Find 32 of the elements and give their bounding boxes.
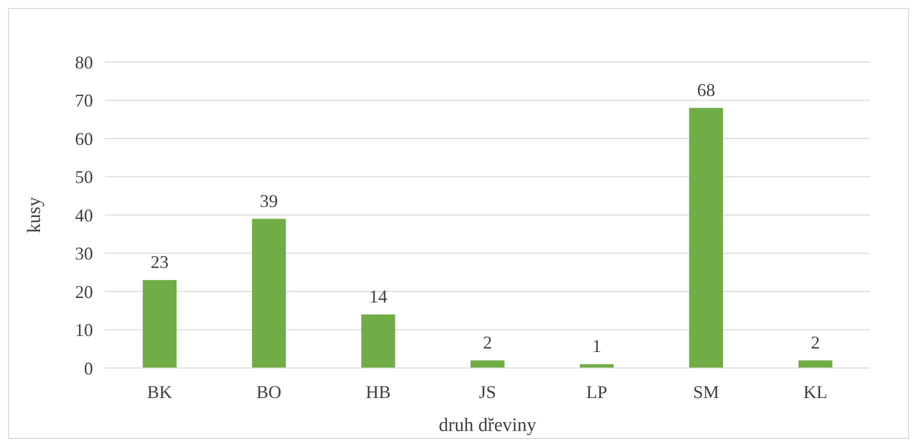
y-tick-label: 40 [75, 205, 93, 226]
x-tick-label: HB [366, 382, 391, 402]
data-label: 14 [369, 286, 388, 306]
data-label: 68 [697, 80, 716, 100]
bar [689, 108, 724, 368]
x-tick-label: JS [478, 382, 496, 402]
x-tick-label: LP [586, 382, 608, 402]
bar [580, 364, 614, 368]
y-tick-label: 50 [75, 167, 93, 188]
bar [142, 280, 177, 368]
data-label: 1 [592, 336, 602, 356]
y-tick-label: 70 [75, 90, 93, 111]
x-tick-label: BK [147, 382, 172, 402]
bar [361, 314, 396, 368]
y-tick-label: 60 [75, 128, 93, 149]
data-label: 2 [810, 332, 820, 352]
data-label: 23 [150, 252, 169, 272]
y-tick-label: 10 [75, 320, 93, 340]
bar [470, 360, 504, 368]
y-tick-label: 30 [75, 244, 93, 264]
y-tick-label: 80 [75, 52, 93, 72]
x-tick-label: KL [803, 382, 828, 402]
x-tick-label: SM [693, 382, 720, 402]
data-label: 2 [483, 332, 492, 352]
y-axis-title: kusy [24, 196, 45, 233]
bar [798, 360, 832, 368]
data-label: 39 [260, 190, 278, 211]
y-tick-label: 20 [75, 282, 93, 302]
bar [252, 218, 286, 368]
y-tick-label: 0 [84, 358, 93, 378]
x-tick-label: BO [256, 382, 282, 402]
x-axis-title: druh dřeviny [438, 415, 537, 436]
